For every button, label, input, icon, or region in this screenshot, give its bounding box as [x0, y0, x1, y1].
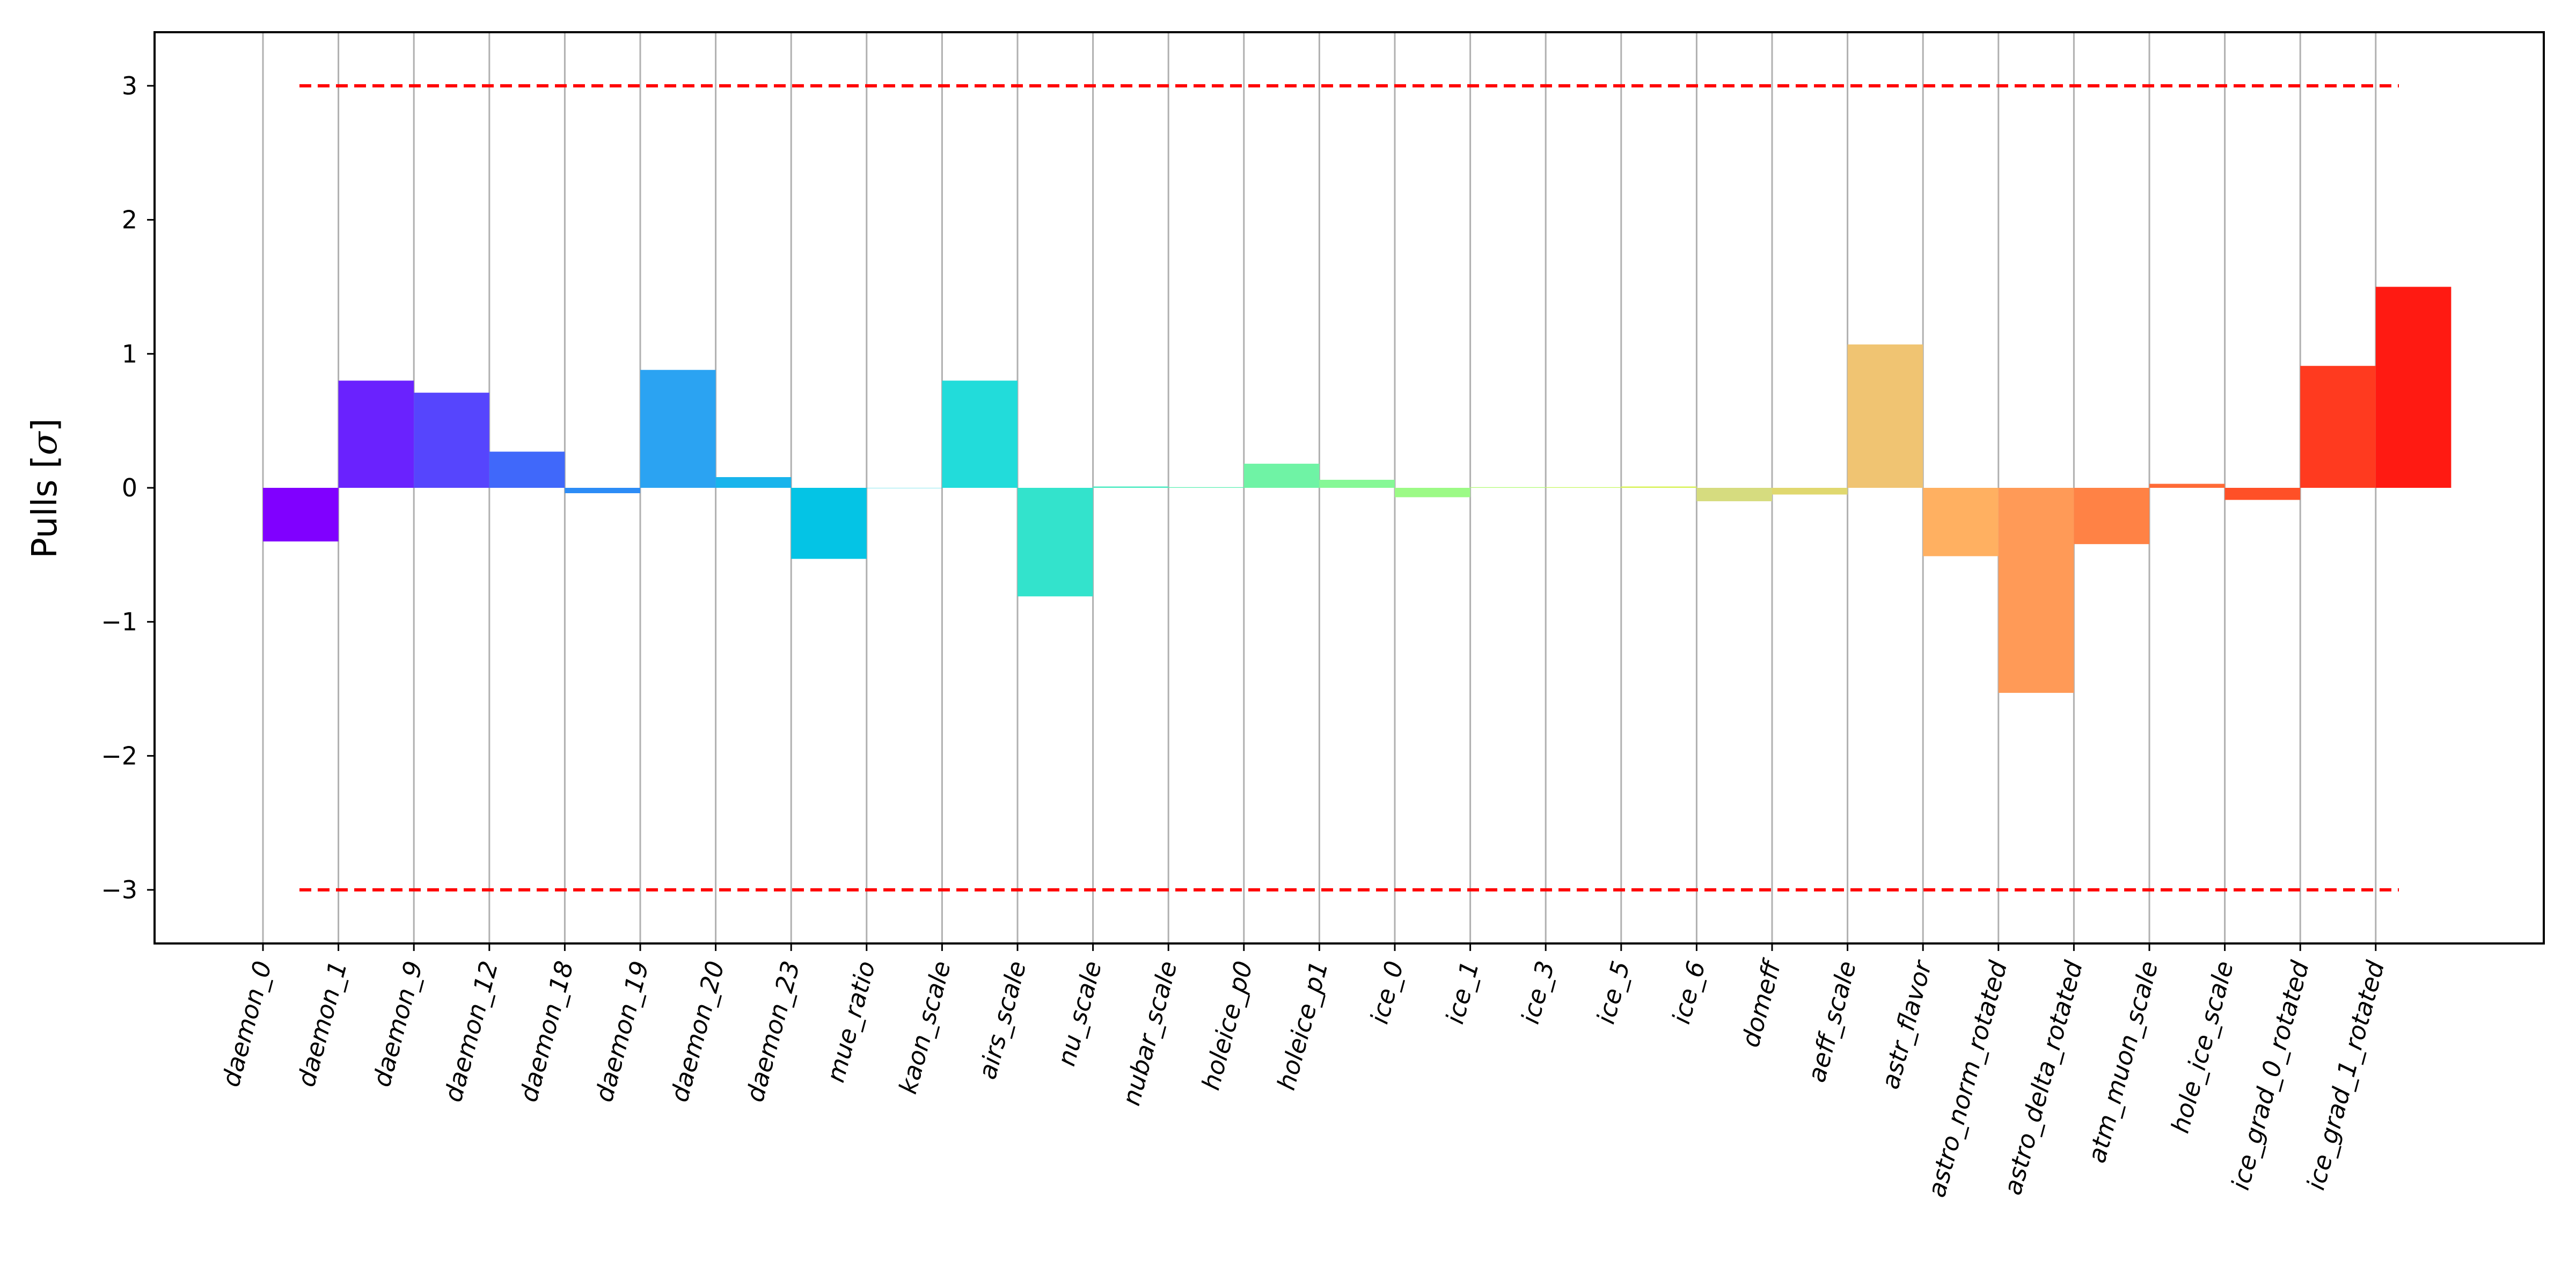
y-tick-label: 3 [122, 71, 137, 100]
x-tick-label: airs_scale [972, 958, 1031, 1082]
x-tick-label: ice_6 [1666, 958, 1711, 1027]
bar-domeff [1772, 488, 1848, 495]
bar-atm_muon_scale [2149, 484, 2225, 488]
bar-daemon_12 [489, 451, 565, 488]
x-tick-label: daemon_9 [367, 958, 428, 1090]
x-tick-label: atm_muon_scale [2082, 958, 2163, 1166]
x-tick-label: mue_ratio [821, 958, 881, 1085]
bar-astr_flavor [1923, 488, 1999, 557]
x-tick-label: ice_1 [1440, 958, 1484, 1027]
y-tick-label: 2 [122, 206, 137, 235]
reference-lines [299, 84, 2399, 892]
x-tick-label: daemon_19 [589, 958, 655, 1105]
x-axis: daemon_0 daemon_1 daemon_9 daemon_12 daemon_… [216, 943, 2390, 1201]
bar-ice_1 [1470, 487, 1546, 488]
x-tick-label: ice_grad_0_rotated [2226, 957, 2315, 1193]
bar-kaon_scale [942, 380, 1018, 488]
y-axis-label: Pulls [σ] [25, 419, 65, 559]
x-tick-label: astro_norm_rotated [1922, 957, 2013, 1200]
x-tick-label: hole_ice_scale [2165, 958, 2239, 1136]
x-tick-label: ice_grad_1_rotated [2301, 957, 2390, 1193]
bar-airs_scale [1018, 488, 1093, 597]
bars-group [263, 287, 2451, 693]
x-tick-label: ice_5 [1591, 958, 1636, 1027]
y-axis: −3 −2 −1 0 1 2 3 [101, 71, 155, 904]
y-tick-label: −3 [101, 875, 137, 904]
y-tick-label: 1 [122, 339, 137, 368]
y-axis-label-close: ] [25, 419, 65, 432]
y-tick-label: −2 [101, 741, 137, 770]
bar-ice_0 [1395, 488, 1470, 497]
x-tick-label: holeice_p1 [1271, 958, 1334, 1093]
x-tick-label: daemon_12 [438, 958, 504, 1105]
bar-daemon_0 [263, 488, 339, 541]
x-tick-label: holeice_p0 [1196, 958, 1258, 1093]
bar-ice_3 [1546, 487, 1621, 488]
x-tick-label: daemon_23 [740, 958, 806, 1105]
y-axis-label-text: Pulls [ [25, 455, 65, 558]
x-tick-label: ice_3 [1516, 958, 1560, 1027]
bar-daemon_19 [640, 370, 716, 488]
x-tick-label: daemon_20 [664, 958, 730, 1105]
y-axis-label-symbol: σ [25, 430, 65, 455]
bar-ice_5 [1621, 486, 1697, 488]
x-tick-label: ice_0 [1365, 958, 1409, 1027]
bar-aeff_scale [1847, 344, 1923, 488]
x-tick-label: astr_flavor [1875, 956, 1937, 1092]
bar-nu_scale [1093, 486, 1169, 488]
y-tick-label: −1 [101, 608, 137, 636]
x-tick-label: nu_scale [1051, 958, 1107, 1069]
bar-ice_grad_0_rotated [2300, 365, 2376, 488]
x-tick-label: kaon_scale [893, 958, 956, 1097]
y-tick-label: 0 [122, 473, 137, 502]
x-tick-label: daemon_0 [216, 958, 277, 1090]
bar-daemon_1 [338, 380, 414, 488]
x-tick-label: domeff [1736, 955, 1787, 1050]
bar-daemon_18 [565, 488, 640, 493]
x-tick-label: aeff_scale [1802, 958, 1862, 1085]
bar-holeice_p0 [1243, 464, 1320, 488]
bar-hole_ice_scale [2224, 488, 2301, 500]
x-tick-label: nubar_scale [1116, 958, 1183, 1109]
x-tick-label: daemon_18 [514, 958, 579, 1105]
bar-ice_6 [1696, 488, 1772, 501]
bar-nubar_scale [1168, 487, 1244, 488]
bar-astro_norm_rotated [1998, 488, 2074, 693]
bar-daemon_23 [791, 488, 867, 559]
bar-daemon_9 [414, 392, 489, 488]
x-tick-label: astro_delta_rotated [1998, 957, 2088, 1198]
bar-holeice_p1 [1319, 480, 1395, 488]
bar-astro_delta_rotated [2074, 488, 2149, 544]
x-tick-label: daemon_1 [291, 958, 353, 1090]
bar-ice_grad_1_rotated [2375, 287, 2451, 488]
bar-daemon_20 [715, 477, 792, 488]
